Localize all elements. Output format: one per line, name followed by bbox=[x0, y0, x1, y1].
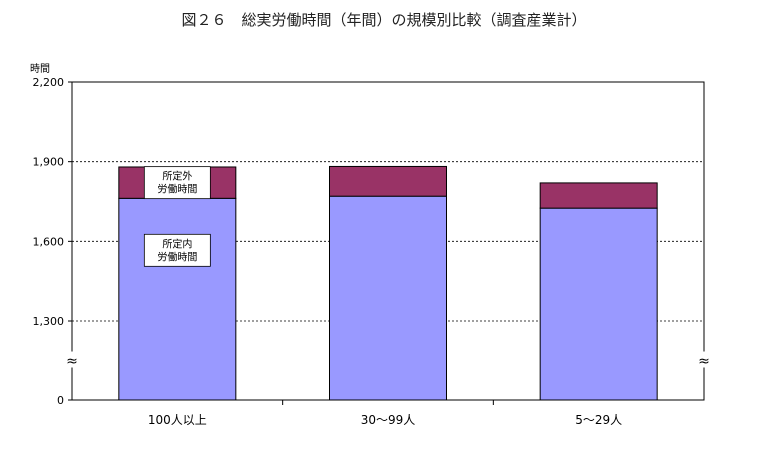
chart-title: 図２６ 総実労働時間（年間）の規模別比較（調査産業計） bbox=[181, 11, 586, 29]
annotation-text: 労働時間 bbox=[157, 183, 197, 196]
y-tick-label: 1,300 bbox=[33, 315, 65, 328]
y-tick-label: 1,900 bbox=[33, 156, 65, 169]
annotation-text: 所定内 bbox=[162, 237, 192, 250]
annotation-box bbox=[143, 166, 211, 200]
bar-segment bbox=[539, 182, 658, 209]
bar-segment bbox=[118, 197, 237, 401]
bar-segment bbox=[329, 195, 447, 401]
x-category-label: 100人以上 bbox=[148, 413, 207, 427]
bar-segment bbox=[539, 207, 658, 401]
annotation-text: 労働時間 bbox=[157, 250, 197, 263]
x-category-label: 30～99人 bbox=[361, 413, 416, 427]
y-axis-unit-label: 時間 bbox=[30, 63, 50, 75]
x-category-label: 5～29人 bbox=[575, 413, 622, 427]
axis-break-icon: ≈ bbox=[698, 354, 710, 370]
annotation-box bbox=[143, 233, 211, 267]
y-tick-label: 1,600 bbox=[33, 235, 65, 248]
axis-break-icon: ≈ bbox=[66, 354, 78, 370]
axis-break-gap bbox=[697, 351, 711, 368]
y-tick-label: 0 bbox=[57, 394, 64, 407]
annotation-text: 所定外 bbox=[162, 170, 192, 183]
axis-break-gap bbox=[65, 351, 79, 368]
y-tick-label: 2,200 bbox=[33, 76, 65, 89]
bar-segment bbox=[329, 165, 447, 197]
